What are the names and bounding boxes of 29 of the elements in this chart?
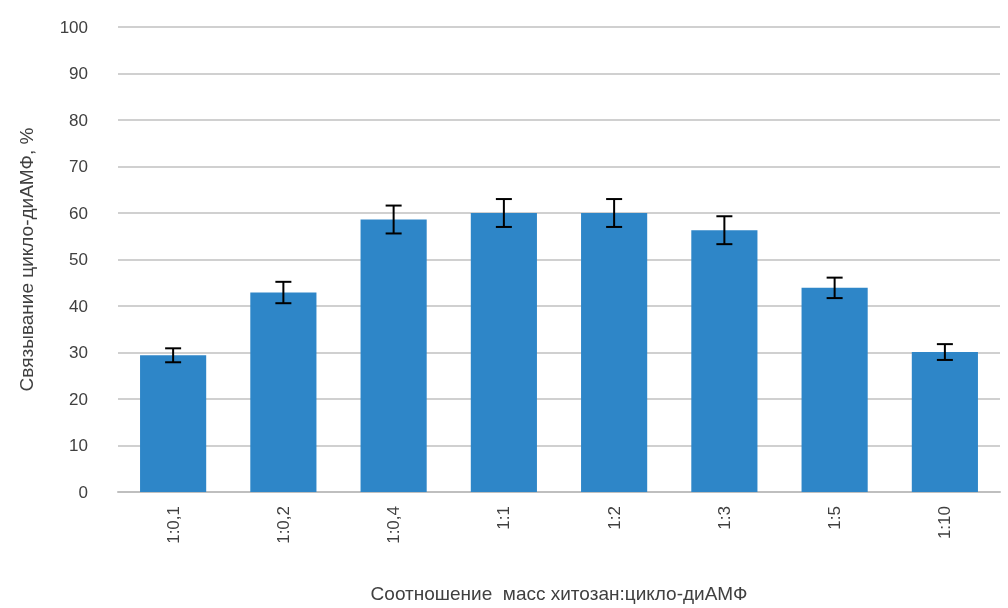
y-tick-label: 80 (69, 110, 88, 130)
x-tick-label: 1:2 (604, 506, 624, 530)
bar (470, 213, 537, 492)
bar (581, 213, 648, 492)
y-tick-label: 10 (69, 436, 88, 455)
y-tick-label: 0 (78, 482, 88, 502)
y-tick-label: 100 (59, 17, 88, 37)
y-tick-label: 70 (69, 157, 88, 176)
y-tick-label: 50 (69, 250, 88, 269)
x-tick-label: 1:0,2 (273, 506, 293, 544)
y-tick-label: 40 (69, 296, 88, 316)
x-axis-title: Соотношение масс хитозан:цикло-диАМФ (370, 583, 748, 604)
y-tick-label: 20 (69, 389, 88, 409)
bar (360, 219, 427, 492)
x-tick-label: 1:1 (494, 506, 514, 530)
x-tick-label: 1:0,1 (163, 506, 183, 544)
y-tick-label: 90 (69, 64, 88, 83)
bar (911, 352, 978, 492)
y-axis-title: Связывание цикло-диАМФ, % (16, 127, 37, 392)
bar (250, 292, 317, 492)
bar (801, 287, 868, 492)
bar (140, 355, 207, 492)
y-tick-label: 30 (69, 343, 88, 362)
x-tick-label: 1:5 (825, 506, 845, 530)
x-tick-label: 1:0,4 (384, 506, 404, 544)
bar (691, 230, 758, 492)
x-tick-label: 1:3 (714, 506, 734, 530)
y-tick-label: 60 (69, 203, 88, 223)
x-tick-label: 1:10 (935, 506, 955, 540)
